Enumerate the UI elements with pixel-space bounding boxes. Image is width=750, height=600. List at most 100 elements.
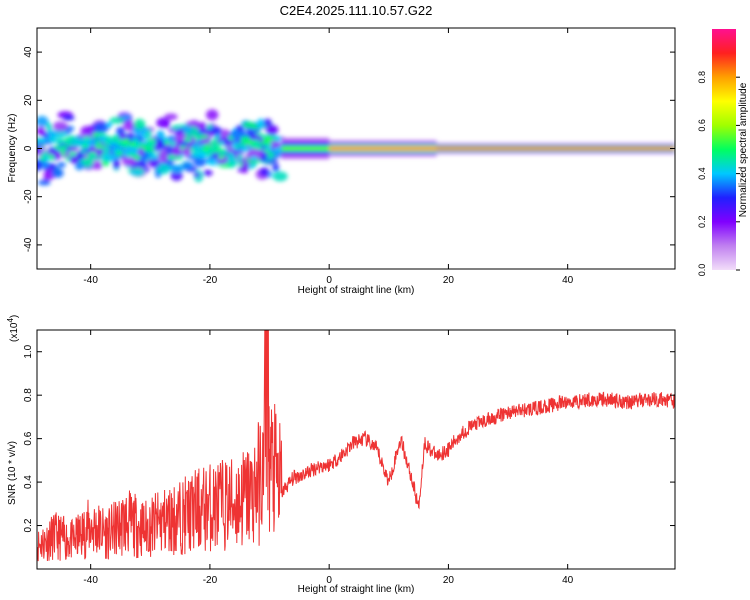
spectrogram-blob-hot bbox=[250, 156, 258, 161]
spectrogram-blob-hot bbox=[103, 146, 111, 154]
spectrogram-blob bbox=[177, 141, 189, 146]
spectrogram-x-tick-label: -40 bbox=[83, 275, 98, 286]
spectrogram-blob-hot bbox=[241, 145, 249, 153]
spectrogram-blob-hot bbox=[83, 135, 92, 141]
spectrogram-blob-hot bbox=[81, 144, 89, 148]
spectrogram-band-core bbox=[436, 147, 675, 150]
spectrogram-blob-hot bbox=[100, 156, 110, 161]
spectrogram-blob-hot bbox=[167, 154, 177, 160]
spectrogram-blob bbox=[156, 163, 171, 175]
spectrogram-y-tick-label: -20 bbox=[23, 189, 34, 204]
spectrogram-blob-hot bbox=[48, 136, 57, 143]
spectrogram-blob bbox=[182, 146, 192, 157]
spectrogram-blob bbox=[170, 165, 185, 171]
snr-y-axis-label: SNR (10 * v/v) bbox=[7, 441, 18, 505]
colorbar-tick-label: 0.0 bbox=[697, 264, 707, 277]
spectrogram-blob-hot bbox=[48, 154, 55, 161]
colorbar-tick-label: 0.6 bbox=[697, 119, 707, 132]
spectrogram-blob-hot bbox=[237, 153, 243, 161]
spectrogram-band-core bbox=[281, 145, 330, 152]
colorbar-ticks: 0.0 0.2 0.4 0.6 0.8 bbox=[697, 71, 740, 276]
spectrogram-x-ticks: -40 -20 0 20 40 bbox=[83, 28, 574, 286]
snr-x-tick-label: 0 bbox=[326, 575, 332, 586]
spectrogram-y-tick-label: 20 bbox=[23, 94, 34, 106]
spectrogram-blob-hot bbox=[117, 142, 125, 146]
spectrogram-y-tick-label: 40 bbox=[23, 46, 34, 58]
spectrogram-blob-hot bbox=[270, 135, 278, 142]
spectrogram-blob bbox=[149, 158, 161, 168]
spectrogram-blob-hot bbox=[61, 145, 68, 151]
snr-y-tick-label: 1.0 bbox=[23, 344, 34, 358]
spectrogram-blob-hot bbox=[260, 141, 269, 146]
spectrogram-blob bbox=[37, 179, 51, 186]
spectrogram-blob-hot bbox=[267, 150, 272, 157]
spectrogram-blob bbox=[259, 167, 270, 177]
spectrogram-blob bbox=[246, 148, 262, 161]
snr-x-tick-label: 20 bbox=[443, 575, 455, 586]
snr-y-ticks: 0.2 0.4 0.6 0.8 1.0 bbox=[23, 344, 675, 532]
spectrogram-blob-hot bbox=[231, 143, 237, 149]
spectrogram-blob bbox=[52, 121, 68, 132]
spectrogram-blob bbox=[182, 161, 194, 171]
snr-y-multiplier: (x104) bbox=[6, 315, 20, 342]
spectrogram-blob bbox=[156, 117, 171, 129]
spectrogram-blob bbox=[164, 113, 178, 121]
spectrogram-blob-hot bbox=[44, 155, 50, 160]
spectrogram-y-tick-label: -40 bbox=[23, 237, 34, 252]
spectrogram-x-tick-label: 0 bbox=[326, 275, 332, 286]
spectrogram-blob bbox=[93, 121, 110, 133]
spectrogram-blob-hot bbox=[263, 149, 269, 153]
spectrogram-blob-hot bbox=[94, 144, 105, 149]
spectrogram-blob bbox=[62, 114, 75, 121]
spectrogram-blob bbox=[205, 109, 219, 121]
spectrogram-blob-hot bbox=[126, 152, 137, 157]
snr-x-tick-label: -20 bbox=[203, 575, 218, 586]
spectrogram-blob-hot bbox=[264, 135, 273, 143]
colorbar-tick-label: 0.8 bbox=[697, 71, 707, 84]
spectrogram-blob-hot bbox=[218, 154, 225, 160]
spectrogram-blob bbox=[74, 161, 84, 171]
spectrogram-x-tick-label: 40 bbox=[562, 275, 574, 286]
spectrogram-blob-hot bbox=[88, 151, 98, 155]
spectrogram-blob-hot bbox=[111, 135, 119, 142]
spectrogram-blob bbox=[272, 164, 280, 172]
spectrogram-blob bbox=[129, 170, 145, 176]
snr-x-ticks: -40 -20 0 20 40 bbox=[83, 330, 574, 586]
spectrogram-y-ticks: -40 -20 0 20 40 bbox=[23, 46, 675, 252]
figure-title: C2E4.2025.111.10.57.G22 bbox=[280, 3, 433, 18]
spectrogram-blob-hot bbox=[131, 137, 139, 142]
spectrogram-blob bbox=[266, 124, 279, 136]
spectrogram-blob bbox=[101, 158, 110, 167]
spectrogram-blob bbox=[193, 156, 207, 167]
spectrogram-blob bbox=[122, 157, 136, 167]
spectrogram-panel: -40 -20 0 20 40 -40 -20 0 20 40 Height of straig… bbox=[7, 27, 676, 296]
spectrogram-blob-hot bbox=[39, 138, 48, 142]
spectrogram-blob bbox=[170, 169, 183, 181]
spectrogram-blob bbox=[121, 115, 132, 120]
spectrogram-blob bbox=[69, 156, 79, 164]
snr-y-tick-label: 0.8 bbox=[23, 388, 34, 402]
spectrogram-band bbox=[37, 109, 675, 186]
colorbar-tick-label: 0.4 bbox=[697, 167, 707, 180]
snr-x-tick-label: -40 bbox=[83, 575, 98, 586]
spectrogram-blob-hot bbox=[67, 135, 74, 141]
spectrogram-blob bbox=[80, 125, 97, 136]
spectrogram-blob bbox=[158, 150, 169, 162]
spectrogram-x-tick-label: 20 bbox=[443, 275, 455, 286]
colorbar-gradient bbox=[712, 29, 736, 270]
spectrogram-blob-hot bbox=[175, 155, 183, 160]
spectrogram-blob bbox=[47, 130, 58, 138]
colorbar: 0.0 0.2 0.4 0.6 0.8 Normalized spectral ampl… bbox=[697, 29, 749, 276]
spectrogram-blob-hot bbox=[219, 150, 228, 155]
spectrogram-blob-hot bbox=[115, 150, 123, 157]
spectrogram-blob-hot bbox=[56, 137, 63, 145]
spectrogram-blob bbox=[182, 125, 192, 133]
snr-x-tick-label: 40 bbox=[562, 575, 574, 586]
snr-y-tick-label: 0.2 bbox=[23, 518, 34, 532]
spectrogram-blob bbox=[185, 121, 201, 126]
spectrogram-blob bbox=[105, 121, 113, 128]
spectrogram-blob-hot bbox=[53, 145, 59, 149]
spectrogram-blob bbox=[37, 116, 49, 127]
spectrogram-blob bbox=[133, 118, 146, 130]
